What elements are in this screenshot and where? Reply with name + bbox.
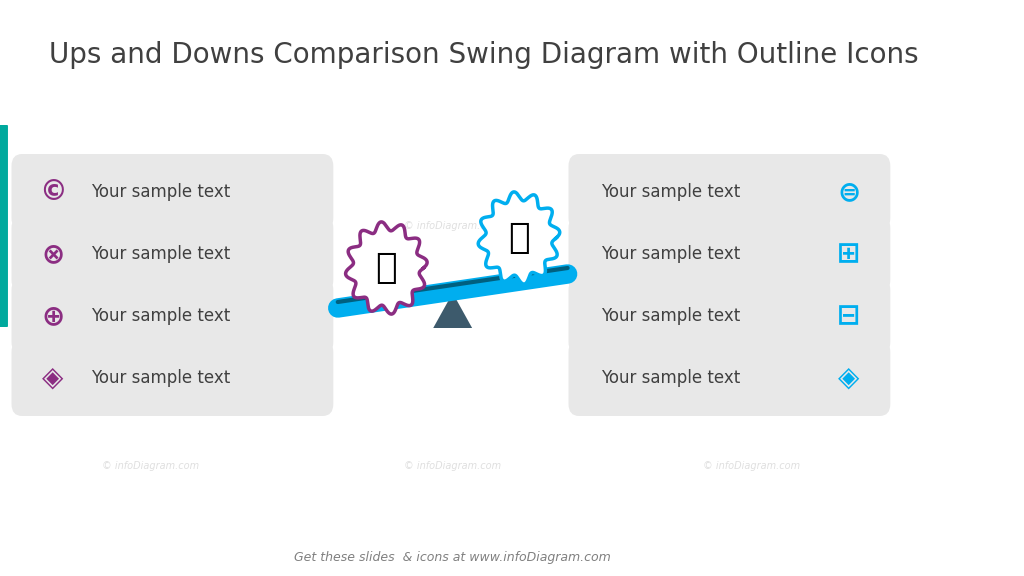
Text: Your sample text: Your sample text [91,307,230,325]
Polygon shape [478,192,560,284]
Text: Your sample text: Your sample text [91,369,230,387]
Text: Your sample text: Your sample text [601,245,740,263]
Text: ⊗: ⊗ [41,240,65,268]
Text: Ups and Downs Comparison Swing Diagram with Outline Icons: Ups and Downs Comparison Swing Diagram w… [48,41,919,69]
FancyBboxPatch shape [11,154,334,230]
FancyBboxPatch shape [11,278,334,354]
Text: © infoDiagram.com: © infoDiagram.com [404,461,501,471]
Text: 👎: 👎 [508,221,529,255]
Text: © infoDiagram.com: © infoDiagram.com [702,221,800,231]
Text: © infoDiagram.com: © infoDiagram.com [101,461,199,471]
FancyBboxPatch shape [568,216,890,292]
Polygon shape [345,222,427,314]
Text: Get these slides  & icons at www.infoDiagram.com: Get these slides & icons at www.infoDiag… [294,551,611,564]
Text: ◈: ◈ [42,364,63,392]
Text: ⊜: ⊜ [838,178,860,206]
FancyBboxPatch shape [568,278,890,354]
Text: © infoDiagram.com: © infoDiagram.com [702,461,800,471]
Circle shape [34,232,73,276]
Text: 👍: 👍 [376,251,397,285]
Text: © infoDiagram.com: © infoDiagram.com [101,221,199,231]
FancyBboxPatch shape [568,340,890,416]
Text: Your sample text: Your sample text [601,183,740,201]
Text: ⊞: ⊞ [838,240,860,268]
FancyBboxPatch shape [11,216,334,292]
Circle shape [34,294,73,338]
Polygon shape [433,293,472,328]
Text: Your sample text: Your sample text [601,369,740,387]
Text: © infoDiagram.com: © infoDiagram.com [404,221,501,231]
Circle shape [34,356,73,400]
Text: ⊕: ⊕ [41,302,65,330]
FancyBboxPatch shape [0,125,8,327]
Circle shape [34,170,73,214]
Text: Your sample text: Your sample text [91,245,230,263]
Text: ©: © [39,178,67,206]
Text: ⊟: ⊟ [838,302,860,330]
Text: Your sample text: Your sample text [91,183,230,201]
Text: ◈: ◈ [838,364,859,392]
FancyBboxPatch shape [568,154,890,230]
Text: Your sample text: Your sample text [601,307,740,325]
FancyBboxPatch shape [11,340,334,416]
